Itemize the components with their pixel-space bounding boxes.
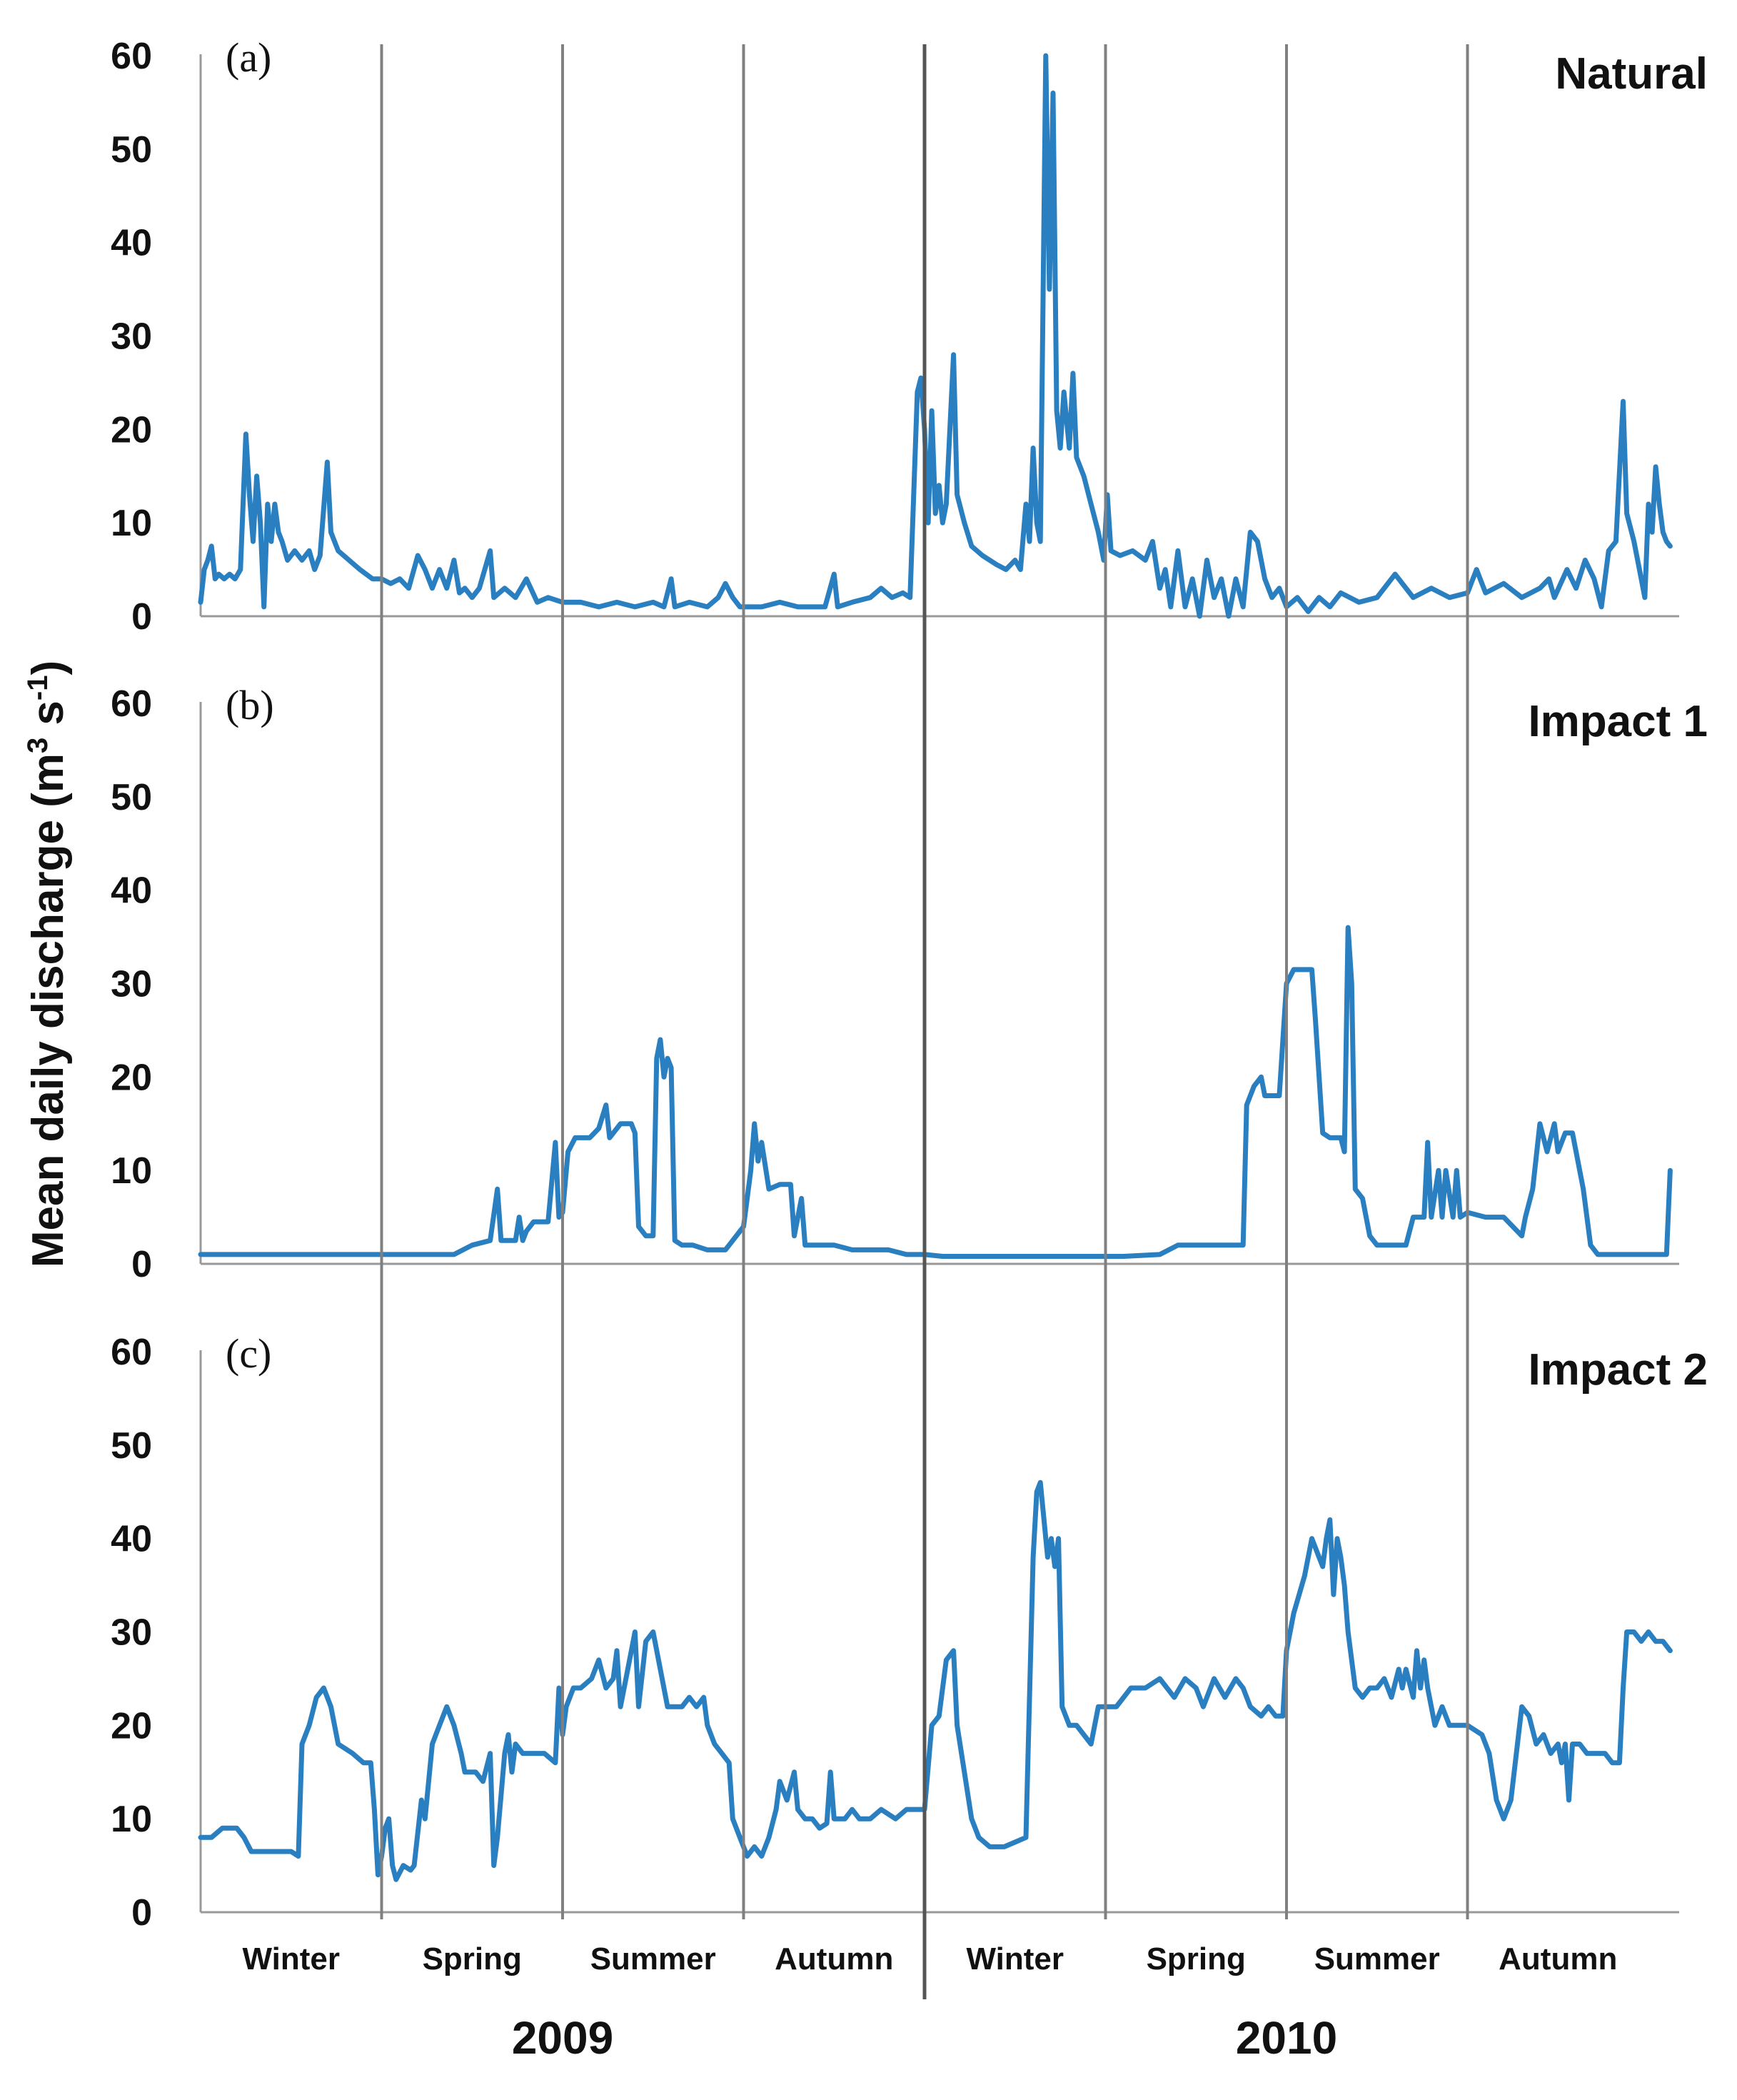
y-axis-label: Mean daily discharge (m3 s-1)	[22, 660, 73, 1267]
y-tick-label: 10	[111, 1799, 152, 1840]
y-axis-label-end: )	[24, 660, 73, 675]
x-axis-labels: Winter Spring Summer Autumn Winter Spring Summ…	[243, 1941, 1618, 2064]
y-tick-label: 50	[111, 777, 152, 818]
y-tick-label: 40	[111, 870, 152, 912]
discharge-series-line	[198, 925, 1673, 1259]
season-label: Spring	[1147, 1941, 1246, 1976]
y-tick-label: 0	[131, 1244, 152, 1285]
y-tick-label: 0	[131, 1892, 152, 1934]
y-axis-label-sup1: 3	[22, 738, 54, 753]
y-tick-label: 20	[111, 1705, 152, 1747]
panel-impact-1: 0 10 20 30 40 50 60 (b) Impact 1	[111, 682, 1708, 1285]
discharge-series-line	[198, 1479, 1673, 1882]
y-tick-label: 30	[111, 1612, 152, 1654]
year-label: 2010	[1236, 2012, 1337, 2064]
season-label: Summer	[590, 1941, 716, 1976]
y-axis-label-mid: s	[24, 700, 73, 738]
season-label: Spring	[423, 1941, 522, 1976]
y-tick-label: 10	[111, 503, 152, 544]
panel-impact-2: 0 10 20 30 40 50 60 (c) Impact 2	[111, 1330, 1708, 1934]
y-tick-label: 60	[111, 36, 152, 77]
season-label: Winter	[967, 1941, 1064, 1976]
panels-group: 0 10 20 30 40 50 60 (a) Natural 0 10 20 30 40 50 60 (b) I…	[111, 34, 1708, 1934]
y-tick-label: 30	[111, 316, 152, 358]
y-axis-label-main: Mean daily discharge (m	[24, 753, 73, 1267]
panel-name: Impact 2	[1528, 1345, 1708, 1395]
panel-letter: (a)	[226, 34, 271, 81]
y-tick-label: 60	[111, 1332, 152, 1373]
season-dividers	[380, 44, 1469, 1999]
year-label: 2009	[512, 2012, 613, 2064]
season-label: Winter	[243, 1941, 341, 1976]
season-label: Summer	[1314, 1941, 1440, 1976]
y-tick-label: 60	[111, 683, 152, 725]
y-tick-label: 10	[111, 1150, 152, 1192]
y-tick-label: 50	[111, 129, 152, 171]
y-tick-label: 20	[111, 409, 152, 451]
panel-name: Natural	[1555, 49, 1708, 99]
season-label: Autumn	[1499, 1941, 1617, 1976]
y-tick-label: 20	[111, 1057, 152, 1098]
y-tick-label: 50	[111, 1425, 152, 1467]
y-tick-label: 40	[111, 1519, 152, 1560]
y-tick-label: 30	[111, 964, 152, 1005]
y-tick-label: 0	[131, 596, 152, 638]
y-tick-label: 40	[111, 223, 152, 264]
panel-natural: 0 10 20 30 40 50 60 (a) Natural	[111, 34, 1708, 638]
panel-name: Impact 1	[1528, 697, 1708, 746]
season-label: Autumn	[775, 1941, 893, 1976]
panel-letter: (c)	[226, 1330, 271, 1377]
y-axis-label-sup2: -1	[22, 675, 54, 700]
discharge-series-line	[198, 53, 1673, 619]
panel-letter: (b)	[226, 682, 274, 728]
